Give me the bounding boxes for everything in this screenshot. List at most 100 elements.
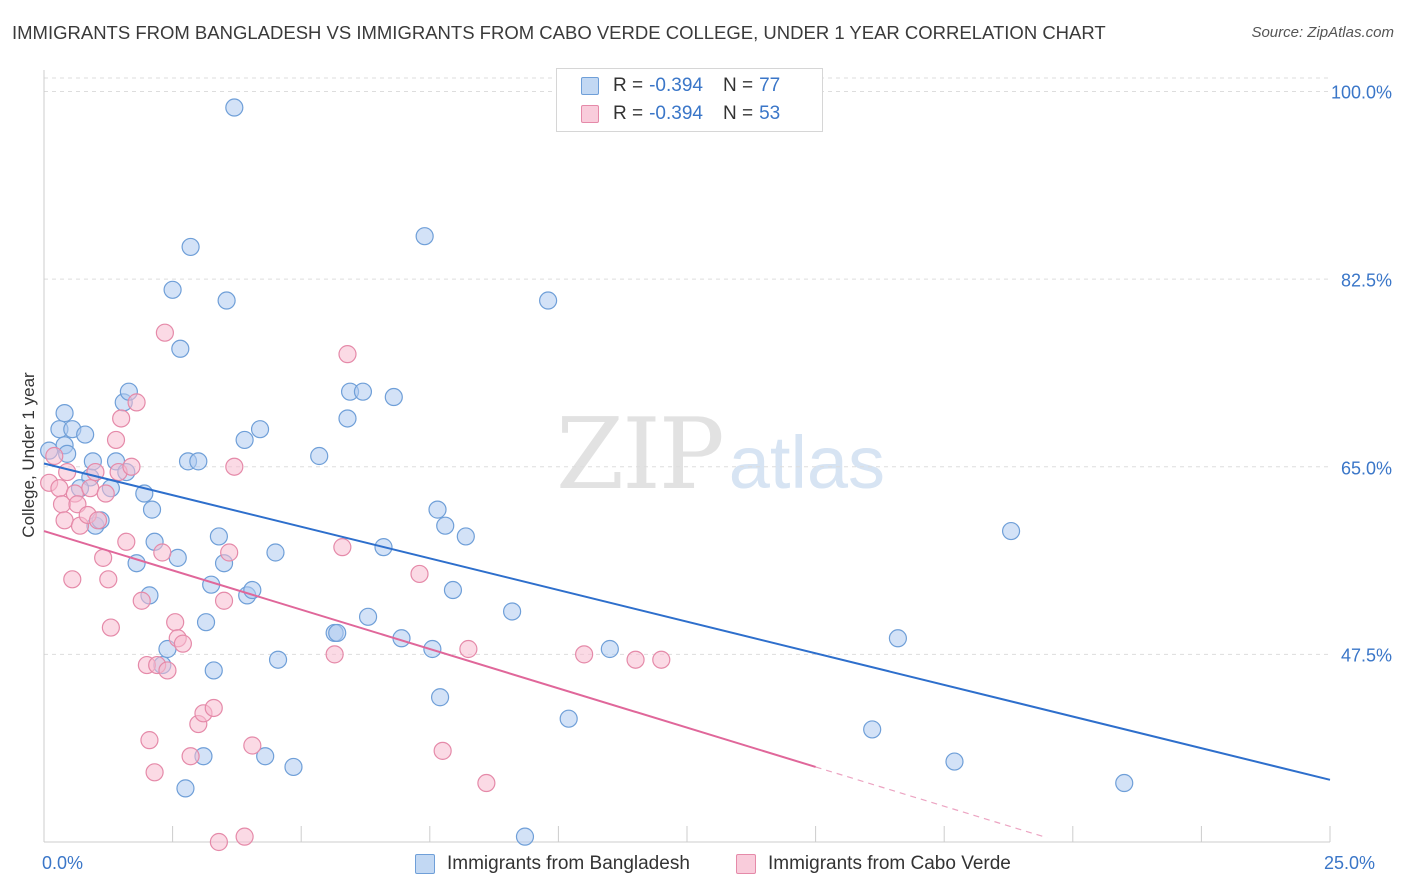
watermark-atlas: atlas bbox=[728, 421, 886, 504]
bangladesh-point bbox=[163, 280, 182, 299]
legend-n-label: N = bbox=[722, 75, 754, 96]
cabo-verde-point bbox=[626, 650, 645, 669]
bottom-legend-bangladesh: Immigrants from Bangladesh bbox=[415, 851, 690, 877]
bangladesh-point bbox=[266, 543, 285, 562]
bottom-legend-label: Immigrants from Bangladesh bbox=[447, 853, 690, 874]
bangladesh-point bbox=[250, 420, 270, 439]
cabo-verde-point bbox=[145, 763, 164, 782]
cabo-verde-point bbox=[333, 538, 352, 557]
legend-r-label: R = bbox=[613, 75, 644, 96]
watermark-zip: ZIP bbox=[556, 398, 725, 512]
bangladesh-point bbox=[515, 827, 535, 846]
cabo-verde-point bbox=[122, 457, 141, 476]
bangladesh-point bbox=[358, 607, 378, 626]
cabo-verde-point bbox=[243, 736, 262, 755]
cabo-verde-point bbox=[410, 564, 429, 584]
bangladesh-point bbox=[338, 409, 357, 428]
bangladesh-point bbox=[142, 500, 162, 519]
y-axis-label: College, Under 1 year bbox=[19, 372, 38, 538]
legend-n-value: 77 bbox=[759, 75, 781, 96]
legend-r-value: -0.394 bbox=[649, 103, 703, 124]
cabo-verde-point bbox=[225, 457, 244, 476]
legend-r-label: R = bbox=[613, 103, 644, 124]
cabo-verde-point bbox=[433, 741, 452, 760]
cabo-verde-point bbox=[209, 832, 228, 852]
bangladesh-trend-line bbox=[43, 462, 1331, 781]
bangladesh-point bbox=[209, 527, 228, 546]
cabo-verde-point bbox=[99, 570, 118, 589]
bottom-legend-label: Immigrants from Cabo Verde bbox=[768, 853, 1011, 874]
bangladesh-point bbox=[217, 291, 236, 310]
bangladesh-point bbox=[600, 639, 619, 659]
cabo-verde-point bbox=[88, 511, 108, 530]
cabo-verde-point bbox=[81, 479, 100, 498]
bangladesh-point bbox=[415, 227, 434, 246]
cabo-verde-point bbox=[235, 827, 254, 846]
bangladesh-point bbox=[539, 291, 558, 310]
cabo-verde-trend-line bbox=[43, 530, 816, 768]
source-label: Source: ZipAtlas.com bbox=[1251, 24, 1394, 41]
cabo-verde-point bbox=[132, 591, 151, 610]
bangladesh-point bbox=[168, 548, 187, 567]
y-tick-label: 82.5% bbox=[1340, 270, 1392, 291]
bangladesh-point bbox=[176, 779, 195, 798]
cabo-verde-point bbox=[338, 345, 357, 364]
bangladesh-point bbox=[171, 339, 190, 358]
cabo-verde-point bbox=[173, 634, 192, 653]
bottom-legend-swatch-pink bbox=[736, 854, 756, 874]
bangladesh-point bbox=[353, 382, 373, 401]
cabo-verde-point bbox=[459, 639, 478, 659]
bangladesh-point bbox=[196, 613, 216, 632]
bangladesh-point bbox=[384, 387, 403, 407]
cabo-verde-point bbox=[106, 430, 126, 450]
cabo-verde-point bbox=[153, 543, 172, 562]
bottom-legend-swatch-blue bbox=[415, 854, 435, 874]
cabo-verde-point bbox=[140, 731, 159, 750]
cabo-verde-point bbox=[101, 618, 120, 637]
cabo-verde-point bbox=[96, 484, 115, 503]
bangladesh-point bbox=[888, 629, 908, 648]
legend-row-cabo-verde: R = -0.394 N = 53 bbox=[581, 100, 780, 128]
y-tick-label: 100.0% bbox=[1330, 82, 1392, 103]
x-tick-label-min: 0.0% bbox=[42, 853, 84, 873]
legend-n-value: 53 bbox=[759, 103, 781, 124]
bangladesh-point bbox=[503, 602, 522, 621]
bangladesh-point bbox=[204, 661, 223, 680]
x-tick-label-max: 25.0% bbox=[1324, 853, 1376, 873]
cabo-verde-point bbox=[50, 479, 69, 498]
cabo-verde-point bbox=[117, 532, 136, 551]
cabo-verde-point bbox=[158, 661, 177, 680]
bangladesh-point bbox=[225, 98, 244, 117]
cabo-verde-point bbox=[155, 323, 174, 342]
legend-row-bangladesh: R = -0.394 N = 77 bbox=[581, 72, 780, 100]
bangladesh-point bbox=[945, 752, 964, 771]
cabo-verde-point bbox=[55, 511, 74, 530]
bangladesh-point bbox=[181, 237, 200, 257]
legend-n-label: N = bbox=[722, 103, 754, 124]
cabo-verde-point bbox=[575, 645, 594, 664]
bangladesh-point bbox=[189, 452, 208, 471]
legend-r-value: -0.394 bbox=[649, 75, 703, 96]
cabo-verde-point bbox=[58, 462, 77, 482]
cabo-verde-point bbox=[112, 409, 131, 428]
correlation-legend: R = -0.394 N = 77 R = -0.394 N = 53 bbox=[556, 68, 823, 132]
bangladesh-point bbox=[863, 720, 882, 739]
bangladesh-point bbox=[430, 688, 450, 707]
cabo-verde-point bbox=[477, 773, 496, 793]
bottom-legend-cabo-verde: Immigrants from Cabo Verde bbox=[736, 851, 1011, 877]
bangladesh-point bbox=[456, 527, 475, 546]
cabo-verde-point bbox=[63, 570, 82, 589]
legend-swatch-pink bbox=[581, 105, 599, 123]
bangladesh-point bbox=[268, 650, 288, 669]
bangladesh-point bbox=[428, 500, 447, 519]
bangladesh-point bbox=[1001, 521, 1021, 541]
cabo-verde-point bbox=[220, 543, 239, 562]
cabo-verde-point bbox=[214, 591, 234, 610]
bangladesh-point bbox=[284, 757, 303, 777]
cabo-verde-point bbox=[652, 650, 671, 669]
bangladesh-point bbox=[235, 430, 254, 450]
legend-swatch-blue bbox=[581, 77, 599, 95]
cabo-verde-point bbox=[127, 393, 146, 412]
bangladesh-point bbox=[256, 747, 275, 766]
